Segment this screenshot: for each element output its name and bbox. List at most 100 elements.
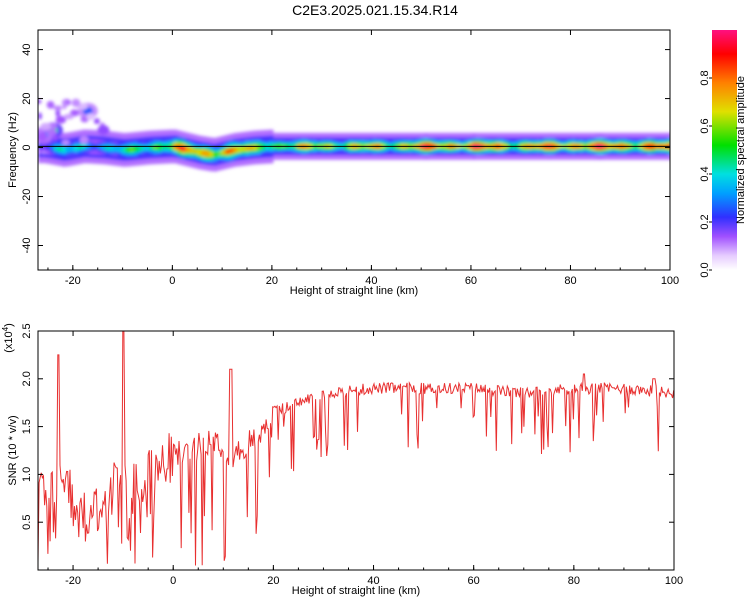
heatmap-cell: [55, 115, 67, 124]
heatmap-cell: [225, 150, 230, 154]
spectrogram-ytick-label: 0: [21, 144, 33, 150]
heatmap-cell: [205, 152, 210, 156]
colorbar-tick-label: 0.4: [699, 166, 711, 181]
snr-xtick-label: 0: [170, 575, 176, 587]
colorbar: 0.0 0.2 0.4 0.6 0.8 Normalized spectral ampli…: [699, 30, 747, 278]
heatmap-cell: [105, 146, 111, 150]
heatmap-cell: [217, 151, 222, 156]
heatmap-cell: [53, 146, 59, 151]
heatmap-cell: [193, 149, 198, 154]
snr-xtick-label: 80: [568, 575, 580, 587]
heatmap-cell: [61, 148, 67, 152]
heatmap-cell: [149, 145, 155, 150]
heatmap-cell: [62, 99, 67, 110]
heatmap-cell: [129, 147, 135, 151]
snr-panel: -20 0 20 40 60 80 100 0.5 1.0 1.5 2.0 2.5 Height of …: [1, 323, 683, 597]
heatmap-cell: [38, 112, 42, 120]
heatmap-cell: [201, 151, 206, 155]
heatmap-cell: [40, 122, 52, 130]
heatmap-cell: [109, 146, 115, 151]
heatmap-cell: [177, 145, 182, 150]
snr-ytick-label: 1.5: [21, 419, 33, 434]
spectrogram-ylabel: Frequency (Hz): [7, 112, 19, 188]
colorbar-tick-label: 0.0: [699, 262, 711, 277]
heatmap-cell: [38, 99, 42, 104]
heatmap-cell: [157, 145, 163, 149]
heatmap-cell: [221, 151, 226, 155]
heatmap-cell: [63, 113, 74, 120]
heatmap-cell: [93, 145, 99, 149]
snr-xtick-label: 20: [267, 575, 279, 587]
heatmap-cell: [38, 131, 48, 142]
colorbar-tick-label: 0.6: [699, 118, 711, 133]
heatmap-cell: [79, 135, 89, 144]
heatmap-cells: [38, 98, 670, 172]
spectrogram-xtick-label: -20: [65, 275, 81, 287]
snr-xtick-label: 100: [665, 575, 683, 587]
snr-series-group: [38, 331, 674, 566]
heatmap-cell: [65, 147, 71, 152]
heatmap-cell: [61, 140, 70, 145]
heatmap-cell: [53, 105, 63, 111]
spectrogram-xtick-label: 60: [465, 275, 477, 287]
colorbar-tick-label: 0.2: [699, 214, 711, 229]
heatmap-cell: [49, 145, 55, 150]
heatmap-cell: [125, 148, 131, 152]
spectrogram-xtick-label: 0: [169, 275, 175, 287]
colorbar-label: Normalized spectral amplitude: [735, 76, 747, 224]
heatmap-cell: [97, 145, 103, 149]
spectrogram-xtick-label: 20: [266, 275, 278, 287]
heatmap-cell: [141, 146, 147, 150]
heatmap-cell: [45, 145, 51, 149]
spectrogram-ytick-label: -40: [21, 238, 33, 254]
heatmap-cell: [248, 146, 254, 150]
heatmap-cell: [69, 147, 75, 151]
heatmap-cell: [153, 145, 159, 149]
snr-series-line: [38, 331, 674, 566]
spectrogram-xtick-label: 80: [564, 275, 576, 287]
heatmap-cell: [233, 148, 238, 152]
snr-xtick-label: -20: [65, 575, 81, 587]
heatmap-cell: [77, 145, 83, 149]
snr-xtick-label: 60: [468, 575, 480, 587]
snr-ytick-label: 2.0: [21, 371, 33, 386]
snr-frame: [37, 330, 675, 571]
snr-xtick-label: 40: [367, 575, 379, 587]
heatmap-cell: [133, 147, 139, 151]
snr-ylabel: SNR (10 * v/v): [7, 415, 19, 485]
colorbar-tick-label: 0.8: [699, 70, 711, 85]
heatmap-cell: [252, 145, 258, 150]
heatmap-cell: [52, 135, 58, 141]
heatmap-cell: [237, 147, 242, 152]
heatmap-cell: [245, 146, 250, 151]
snr-ytick-label: 1.0: [21, 467, 33, 482]
heatmap-cell: [71, 98, 81, 107]
heatmap-cell: [97, 125, 110, 135]
heatmap-cell: [145, 146, 151, 150]
heatmap-cell: [197, 150, 202, 155]
snr-xlabel: Height of straight line (km): [292, 585, 420, 597]
heatmap-cell: [229, 149, 234, 153]
heatmap-cell: [73, 146, 79, 150]
heatmap-cell: [256, 145, 262, 149]
spectrogram-xlabel: Height of straight line (km): [290, 285, 418, 297]
heatmap-cell: [241, 147, 246, 151]
spectrogram-ytick-label: -20: [21, 189, 33, 205]
heatmap-cell: [161, 145, 166, 149]
heatmap-cell: [260, 145, 266, 149]
heatmap-cell: [189, 148, 194, 153]
spectrogram-ytick-label: 20: [21, 92, 33, 104]
heatmap-cell: [181, 146, 186, 151]
heatmap-cell: [209, 152, 214, 157]
snr-ytick-label: 2.5: [21, 323, 33, 338]
spectrogram-frame: [37, 29, 671, 271]
heatmap-cell: [117, 147, 123, 152]
heatmap-cell: [50, 129, 57, 136]
heatmap-cell: [121, 148, 127, 152]
heatmap-cell: [55, 109, 61, 117]
snr-ytick-label: 0.5: [21, 515, 33, 530]
heatmap-cell: [46, 101, 55, 109]
heatmap-cell: [101, 145, 107, 150]
heatmap-cell: [113, 147, 119, 151]
